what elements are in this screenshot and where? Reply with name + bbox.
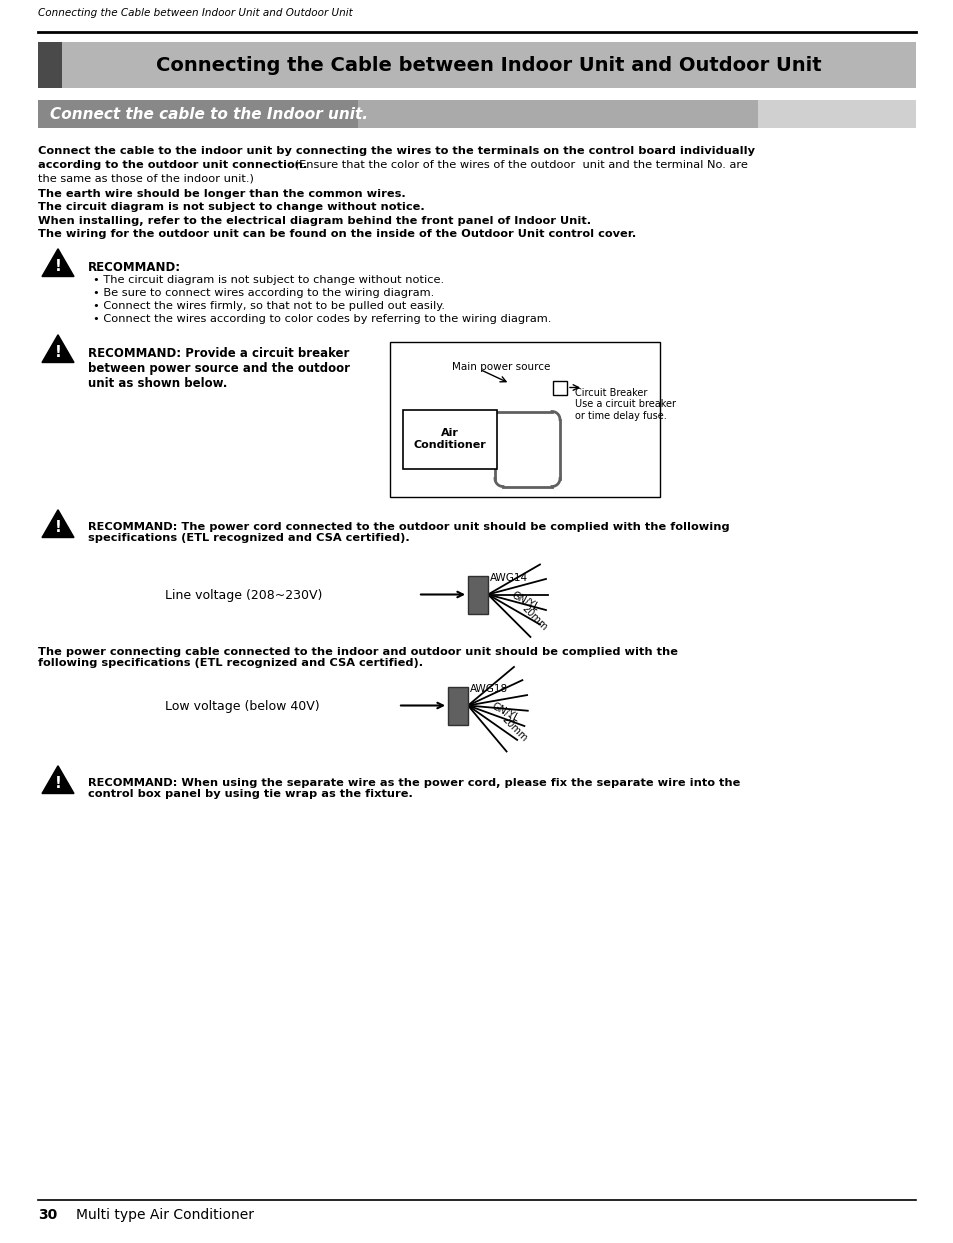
Text: RECOMMAND: When using the separate wire as the power cord, please fix the separa: RECOMMAND: When using the separate wire … bbox=[88, 778, 740, 799]
FancyBboxPatch shape bbox=[38, 42, 62, 88]
Text: Main power source: Main power source bbox=[452, 362, 550, 372]
FancyBboxPatch shape bbox=[553, 380, 566, 394]
Text: 20mm: 20mm bbox=[519, 604, 549, 633]
FancyBboxPatch shape bbox=[402, 409, 497, 469]
Text: (Ensure that the color of the wires of the outdoor  unit and the terminal No. ar: (Ensure that the color of the wires of t… bbox=[291, 159, 747, 169]
Text: the same as those of the indoor unit.): the same as those of the indoor unit.) bbox=[38, 173, 253, 183]
Text: • Connect the wires according to color codes by referring to the wiring diagram.: • Connect the wires according to color c… bbox=[92, 313, 551, 323]
Text: !: ! bbox=[54, 260, 61, 275]
Text: AWG14: AWG14 bbox=[490, 573, 528, 583]
Text: • Be sure to connect wires according to the wiring diagram.: • Be sure to connect wires according to … bbox=[92, 287, 434, 297]
Text: Connect the cable to the indoor unit by connecting the wires to the terminals on: Connect the cable to the indoor unit by … bbox=[38, 145, 754, 157]
Text: !: ! bbox=[54, 521, 61, 536]
Text: The power connecting cable connected to the indoor and outdoor unit should be co: The power connecting cable connected to … bbox=[38, 646, 678, 667]
FancyBboxPatch shape bbox=[357, 99, 758, 128]
Text: The circuit diagram is not subject to change without notice.: The circuit diagram is not subject to ch… bbox=[38, 203, 424, 213]
FancyBboxPatch shape bbox=[758, 99, 915, 128]
FancyBboxPatch shape bbox=[390, 342, 659, 496]
Text: GN/YL: GN/YL bbox=[490, 701, 520, 725]
Text: GN/YL: GN/YL bbox=[510, 590, 540, 613]
Text: Connecting the Cable between Indoor Unit and Outdoor Unit: Connecting the Cable between Indoor Unit… bbox=[156, 56, 821, 75]
Text: Connecting the Cable between Indoor Unit and Outdoor Unit: Connecting the Cable between Indoor Unit… bbox=[38, 7, 353, 17]
Text: according to the outdoor unit connection.: according to the outdoor unit connection… bbox=[38, 159, 307, 169]
Polygon shape bbox=[42, 249, 74, 276]
Polygon shape bbox=[42, 510, 74, 537]
Text: Low voltage (below 40V): Low voltage (below 40V) bbox=[165, 700, 319, 712]
Text: Air
Conditioner: Air Conditioner bbox=[414, 428, 486, 450]
Text: RECOMMAND:: RECOMMAND: bbox=[88, 261, 181, 273]
FancyBboxPatch shape bbox=[38, 42, 915, 88]
Polygon shape bbox=[42, 334, 74, 363]
Text: !: ! bbox=[54, 346, 61, 360]
FancyBboxPatch shape bbox=[38, 99, 357, 128]
Text: The wiring for the outdoor unit can be found on the inside of the Outdoor Unit c: The wiring for the outdoor unit can be f… bbox=[38, 229, 636, 239]
Text: • The circuit diagram is not subject to change without notice.: • The circuit diagram is not subject to … bbox=[92, 275, 444, 285]
Text: Connect the cable to the Indoor unit.: Connect the cable to the Indoor unit. bbox=[50, 107, 368, 122]
Text: 20mm: 20mm bbox=[499, 715, 529, 743]
Text: 30: 30 bbox=[38, 1208, 57, 1222]
FancyBboxPatch shape bbox=[468, 576, 488, 614]
Text: Multi type Air Conditioner: Multi type Air Conditioner bbox=[76, 1208, 253, 1222]
Text: Line voltage (208~230V): Line voltage (208~230V) bbox=[165, 588, 322, 602]
FancyBboxPatch shape bbox=[448, 686, 468, 725]
Text: AWG18: AWG18 bbox=[470, 684, 508, 694]
Text: When installing, refer to the electrical diagram behind the front panel of Indoo: When installing, refer to the electrical… bbox=[38, 215, 591, 225]
Text: The earth wire should be longer than the common wires.: The earth wire should be longer than the… bbox=[38, 189, 405, 199]
Polygon shape bbox=[42, 766, 74, 793]
Text: • Connect the wires firmly, so that not to be pulled out easily.: • Connect the wires firmly, so that not … bbox=[92, 301, 444, 311]
Text: !: ! bbox=[54, 777, 61, 792]
Text: RECOMMAND: Provide a circuit breaker
between power source and the outdoor
unit a: RECOMMAND: Provide a circuit breaker bet… bbox=[88, 347, 350, 389]
Text: Circuit Breaker
Use a circuit breaker
or time delay fuse.: Circuit Breaker Use a circuit breaker or… bbox=[575, 388, 676, 420]
Text: RECOMMAND: The power cord connected to the outdoor unit should be complied with : RECOMMAND: The power cord connected to t… bbox=[88, 522, 729, 543]
